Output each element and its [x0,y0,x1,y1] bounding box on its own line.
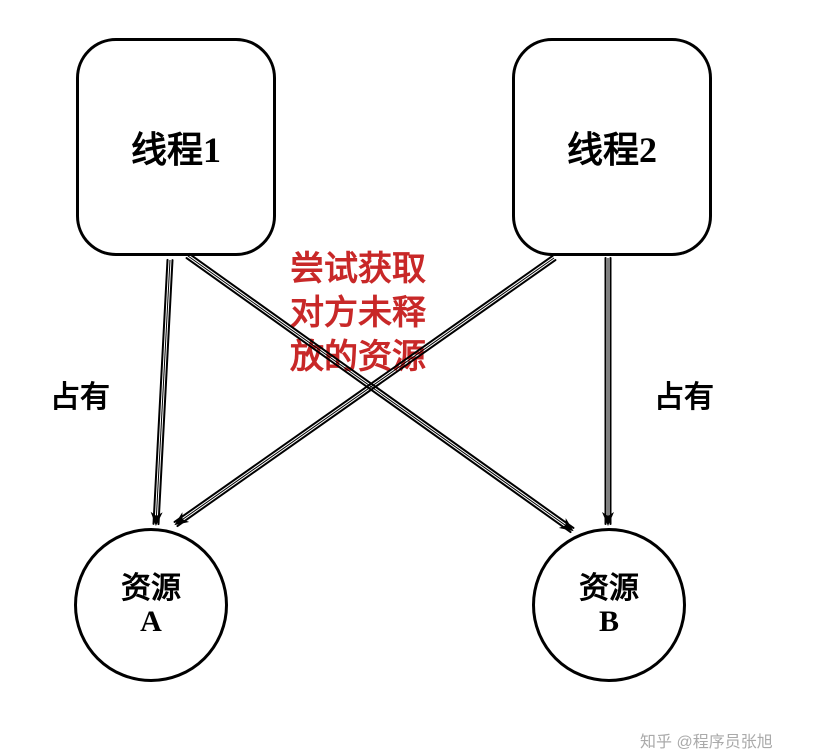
own-right-label: 占有 [654,372,714,416]
thread2-node: 线程2 [512,38,712,256]
thread1-label: 线程1 [131,121,221,173]
thread1-node: 线程1 [76,38,276,256]
own-left-label: 占有 [50,372,110,416]
resource-b-label-2: B [599,605,619,638]
resource-b-node: 资源 B [532,528,686,682]
resource-b-label-1: 资源 [579,572,639,605]
thread2-label: 线程2 [567,121,657,173]
resource-a-label-2: A [140,605,162,638]
resource-a-node: 资源 A [74,528,228,682]
center-note: 尝试获取 对方未释 放的资源 [290,248,426,381]
resource-a-label-1: 资源 [121,572,181,605]
watermark: 知乎 @程序员张旭 [640,728,773,752]
edge-t1-a [156,260,170,524]
